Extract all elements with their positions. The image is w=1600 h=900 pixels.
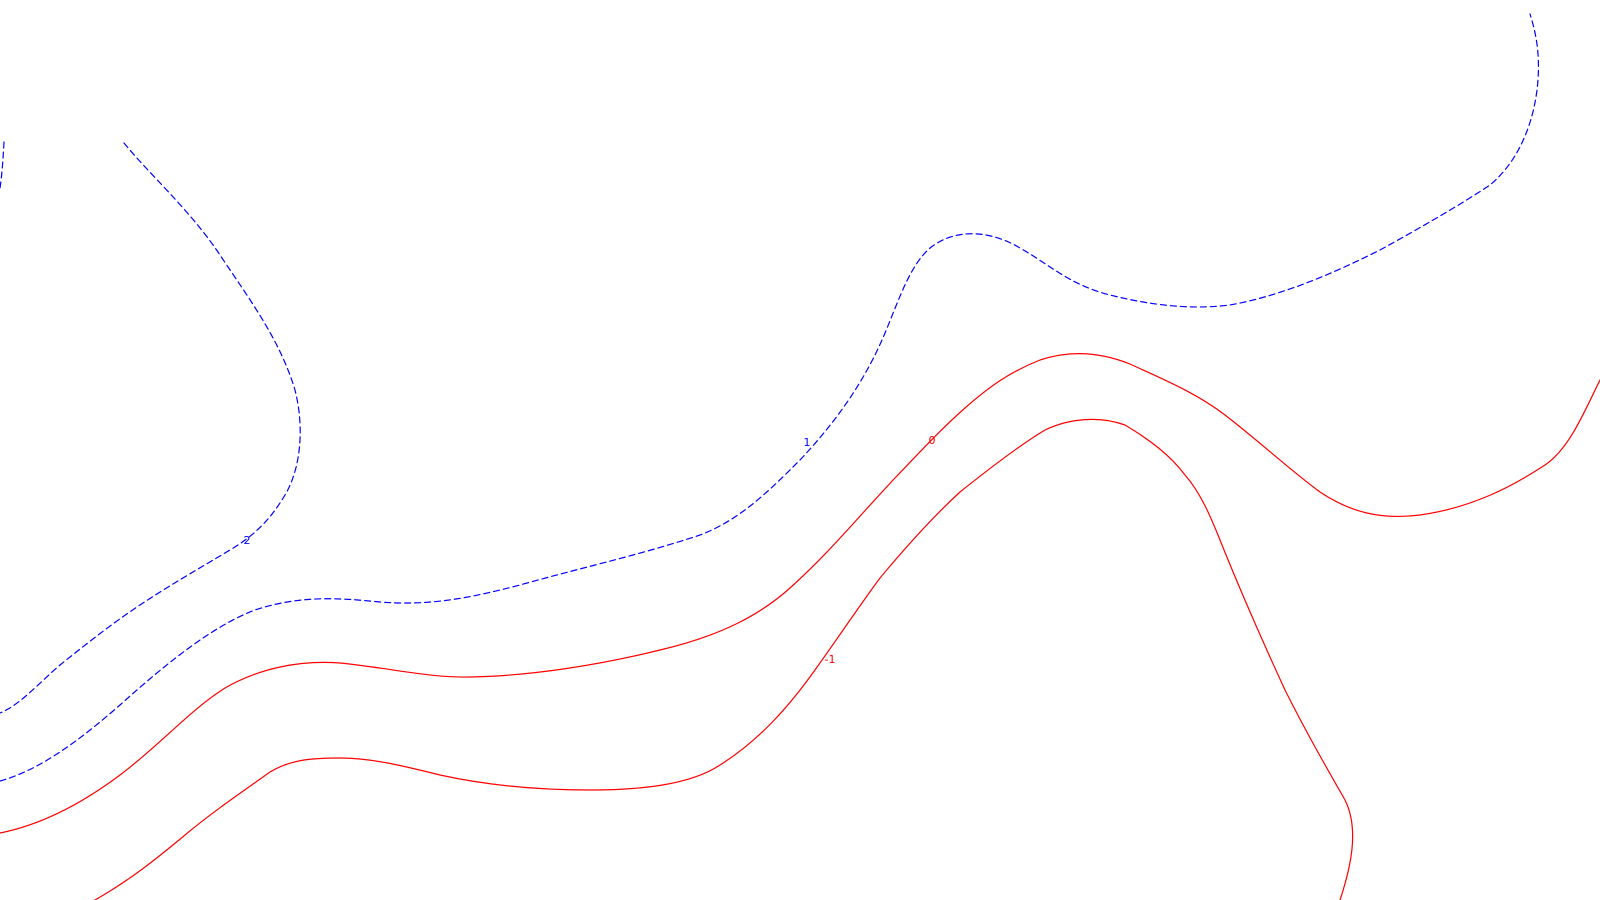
- contour-level-0-line: [0, 353, 1600, 834]
- contour-level-2-line: [0, 142, 301, 714]
- contour-level-1-line: [0, 13, 1540, 782]
- contour-level-2-edge-fragment: [0, 141, 5, 189]
- contour-label-level-0: 0: [929, 434, 936, 447]
- contour-label-level-1: 1: [804, 436, 811, 449]
- contour-label-level-2: 2: [244, 534, 251, 547]
- contour-level-neg1-line: [94, 418, 1354, 900]
- contour-label-level-neg1: -1: [825, 653, 836, 666]
